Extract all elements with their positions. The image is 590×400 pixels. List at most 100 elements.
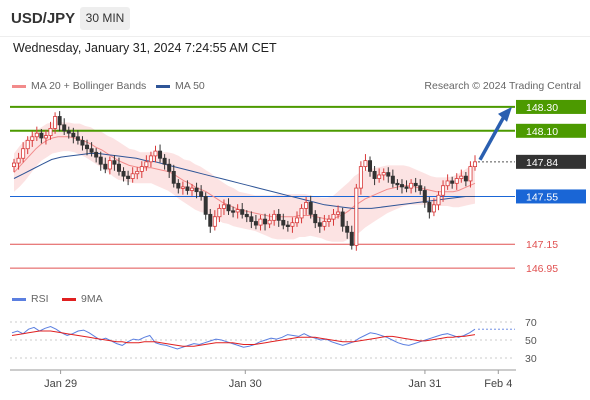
level-tag-147.84 [516,154,586,169]
candle [235,204,240,219]
candle [436,191,441,211]
candle [418,179,423,195]
candle [194,182,199,199]
candle [48,121,53,140]
candle-body [30,136,35,141]
candle-body [313,213,318,224]
candle-body [171,170,176,184]
x-label-Feb-4: Feb 4 [484,378,512,390]
candle-body [107,160,112,170]
candle [409,179,414,194]
candle-body [144,161,149,168]
candle-body [267,219,272,225]
level-label-147.55: 147.55 [526,191,558,203]
level-labels: 148.30 148.10 147.84 147.55 147.15 146.95 [516,99,586,275]
candle-body [258,218,263,226]
candle-body [89,148,94,153]
candle [89,142,94,157]
candle [71,127,76,144]
candle-body [53,116,58,129]
candle-body [85,144,90,150]
candle [459,169,464,183]
candle-body [395,182,400,186]
candle-body [358,166,363,189]
legend-ma9: 9MA [62,293,103,305]
candle-body [158,150,163,159]
candle-body [253,221,258,226]
candle [463,171,468,187]
candle [217,204,222,223]
candle [281,213,286,230]
candle [322,214,327,231]
candle-body [57,116,62,126]
candle [331,208,336,226]
candle-body [276,213,281,221]
candle [472,155,477,171]
candle-body [399,184,404,188]
candle-body [98,156,103,165]
candle [427,197,432,219]
candle-body [372,170,377,179]
candle [112,155,117,171]
candle-body [445,180,450,187]
candle [345,220,350,239]
candle-body [427,202,432,213]
rsi-tick-50: 50 [525,335,537,347]
candle [354,183,359,251]
candle-body [130,173,135,179]
candle [441,180,446,202]
candle [11,158,16,172]
candle [272,210,277,226]
candle-body [317,222,322,227]
candle-body [135,170,140,175]
candle-body [194,187,199,193]
candle [431,198,436,217]
ma20-label: MA 20 + Bollinger Bands [31,80,147,92]
candle [368,156,373,177]
top-bar: USD/JPY 30 MIN [0,0,590,37]
candle-body [212,216,217,227]
candle [399,179,404,194]
candle [130,167,135,183]
candle-body [336,211,341,215]
candle [340,207,345,232]
candle-body [441,185,446,196]
candle-body [345,225,350,233]
rsi-swatch [12,297,26,301]
candle [103,157,108,174]
timestamp: Wednesday, January 31, 2024 7:24:55 AM C… [13,41,277,55]
candle [454,173,459,190]
candle [199,185,204,201]
candle [317,217,322,233]
candle [276,208,281,227]
candle-body [472,161,477,168]
candle [240,203,245,219]
candle [107,156,112,175]
candle-body [116,163,121,172]
candle [162,154,167,170]
candle [294,211,299,227]
candle-body [94,151,99,158]
candle [358,161,363,195]
timeframe-button[interactable]: 30 MIN [80,7,130,30]
candle [413,177,418,193]
level-tag-147.55 [516,189,586,204]
ma50-line [13,153,475,209]
candle-body [208,213,213,227]
candle [30,131,35,147]
candle [85,139,90,156]
candle [121,167,126,182]
candle-body [180,186,185,189]
candle [386,167,391,183]
legend-ma20: MA 20 + Bollinger Bands [12,80,146,92]
candle [231,206,236,218]
candle [336,205,341,219]
symbol-title: USD/JPY [11,10,76,27]
candle-body [431,204,436,213]
candle-body [43,135,48,139]
candle [25,136,30,155]
x-axis: Jan 29 Jan 30 Jan 31 Feb 4 [10,369,516,390]
candle [116,157,121,176]
candle-body [363,160,368,168]
candle-body [463,175,468,182]
